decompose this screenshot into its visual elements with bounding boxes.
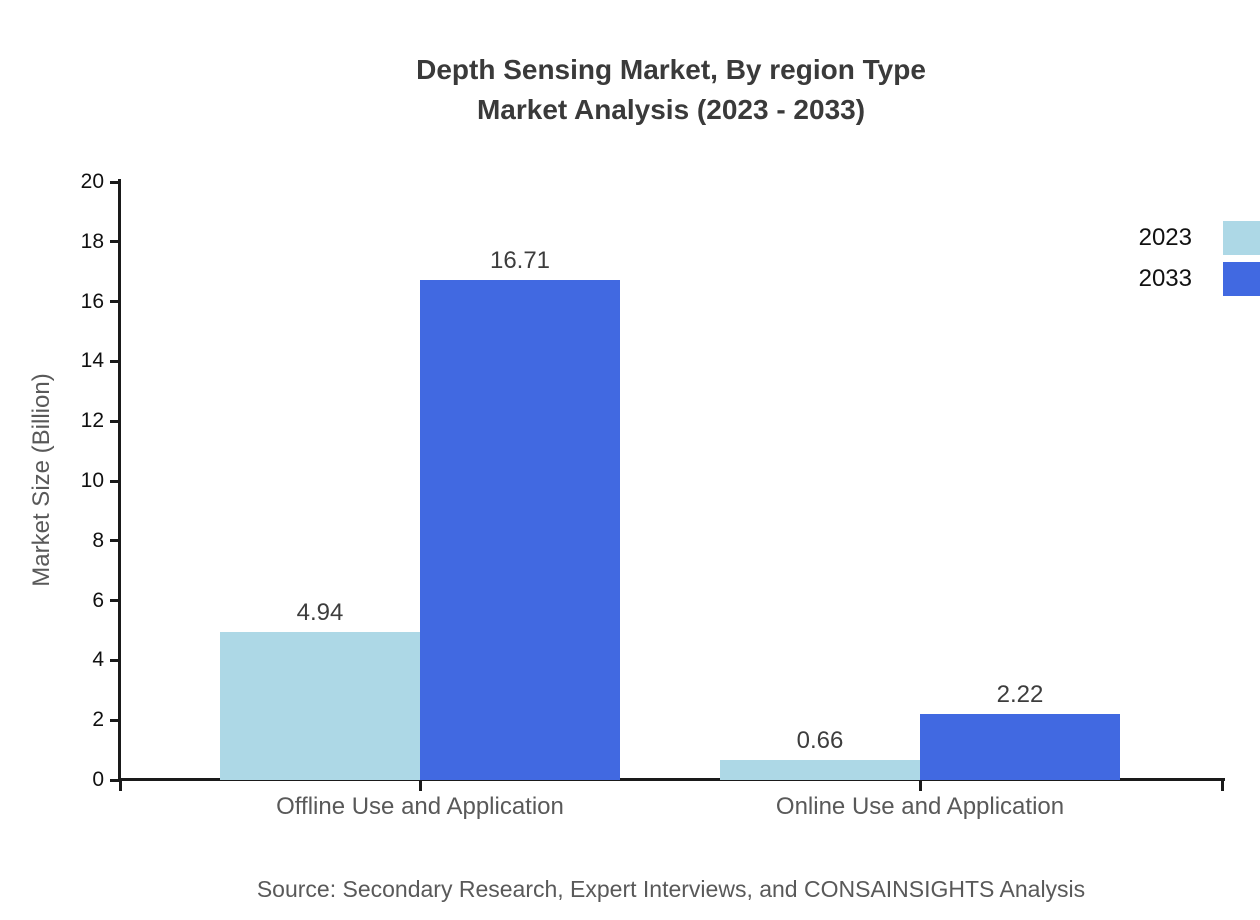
source-note: Source: Secondary Research, Expert Inter…: [256, 876, 1086, 902]
legend-label: 2033: [1138, 265, 1192, 292]
y-tick-mark: [110, 718, 119, 722]
y-tick-label: 16: [80, 289, 104, 313]
bar-2023-1: [220, 632, 420, 780]
y-tick-label: 18: [80, 229, 104, 253]
y-tick-mark: [110, 599, 119, 603]
y-tick-label: 20: [80, 170, 104, 193]
y-tick-mark: [110, 778, 119, 782]
legend-item: 2023: [1130, 221, 1260, 255]
y-tick-label: 0: [92, 768, 104, 791]
y-tick-mark: [110, 479, 119, 483]
chart-title-line2: Market Analysis (2023 - 2033): [476, 94, 866, 125]
bar-value-label: 4.94: [296, 599, 344, 627]
legend-swatch: [1223, 262, 1260, 296]
y-tick-label: 12: [80, 409, 104, 433]
y-tick-label: 10: [80, 469, 104, 492]
y-tick-label: 8: [92, 528, 104, 552]
bar-2033-1: [420, 280, 620, 780]
category-label: Online Use and Application: [775, 793, 1065, 820]
bar-value-label: 0.66: [796, 727, 844, 755]
y-tick-label: 14: [80, 349, 104, 373]
x-tick-mark: [918, 780, 922, 791]
y-tick-mark: [110, 419, 119, 423]
y-tick-mark: [110, 359, 119, 363]
y-tick-label: 6: [92, 588, 104, 612]
legend-swatch: [1223, 221, 1260, 255]
y-axis-line: [118, 179, 121, 781]
chart-title: Depth Sensing Market, By region Type Mar…: [120, 50, 1222, 130]
bar-2023-2: [720, 760, 920, 780]
legend: 2023 2033: [1130, 221, 1260, 311]
y-tick-mark: [110, 658, 119, 662]
y-tick-label: 4: [92, 648, 104, 672]
y-tick-mark: [110, 240, 119, 244]
y-tick-label: 2: [92, 708, 104, 732]
category-label: Offline Use and Application: [276, 793, 564, 820]
legend-label: 2023: [1138, 224, 1192, 251]
y-tick-mark: [110, 539, 119, 543]
y-tick-mark: [110, 180, 119, 184]
legend-item: 2033: [1130, 262, 1260, 296]
x-tick-mark: [118, 780, 122, 791]
x-tick-mark: [1220, 780, 1224, 791]
x-tick-mark: [418, 780, 422, 791]
chart-title-line1: Depth Sensing Market, By region Type: [416, 54, 926, 85]
y-tick-mark: [110, 300, 119, 304]
bar-value-label: 2.22: [996, 680, 1044, 708]
bar-value-label: 16.71: [489, 247, 551, 275]
bar-2033-2: [920, 713, 1120, 780]
x-axis-line: [118, 778, 1225, 781]
